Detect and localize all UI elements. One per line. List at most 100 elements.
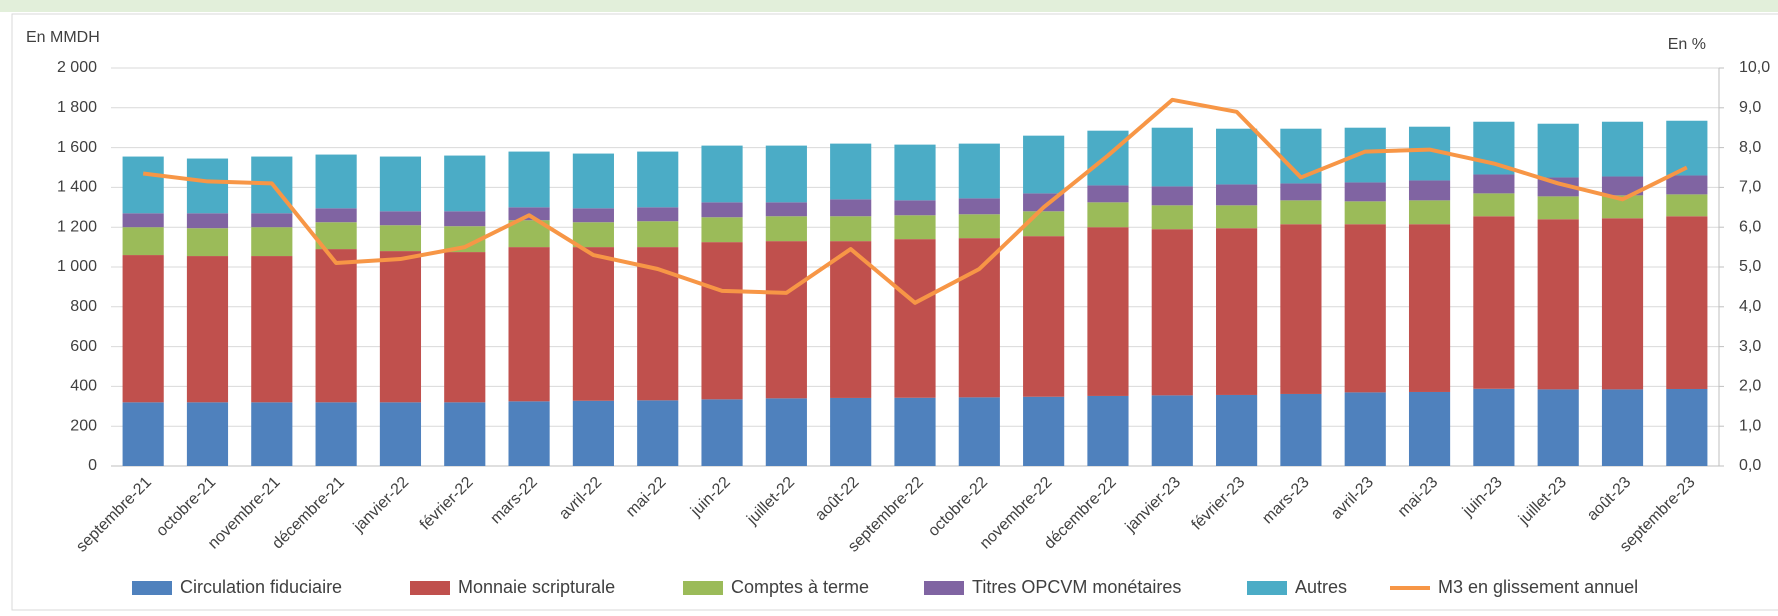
bar-segment [1601,389,1644,466]
bar-segment [1280,128,1322,184]
x-tick-label: juillet-22 [743,474,798,529]
bar-segment [701,145,743,203]
x-tick-label: octobre-21 [153,474,219,540]
bar-segment [1666,194,1708,217]
y-tick-label: 1 200 [57,218,97,235]
y2-tick-label: 8,0 [1739,139,1761,156]
bar-segment [1537,123,1579,178]
bar-segment [251,213,293,228]
x-tick-label: juillet-23 [1515,474,1570,529]
bar-segment [1344,182,1386,202]
bar-segment [379,251,422,403]
legend-label: Circulation fiduciaire [180,577,342,597]
x-tick-label: août-23 [1584,474,1634,524]
bar-segment [1023,236,1065,397]
y-tick-label: 800 [70,298,97,315]
x-tick-label: août-22 [812,474,862,524]
bar-segment [701,202,743,218]
bar-segment [830,199,872,217]
bar-segment [315,402,357,466]
bar-segment [186,158,229,214]
bar-segment [1537,389,1579,466]
bar-segment [1151,127,1193,187]
legend-label: Comptes à terme [731,577,869,597]
bar-segment [1601,218,1644,390]
bar-segment [1666,388,1708,466]
bar-segment [379,156,422,212]
bar-segment [1087,202,1129,228]
y-tick-label: 2 000 [57,59,97,76]
bar-segment [444,252,486,403]
bar-segment [1537,196,1579,220]
bar-segment [251,402,293,466]
y-tick-label: 0 [88,457,97,474]
bar-segment [122,402,164,466]
bar-segment [1537,219,1579,390]
bar-segment [1473,174,1515,194]
legend-label: Monnaie scripturale [458,577,615,597]
bar-segment [508,401,550,466]
x-tick-label: mai-22 [623,474,670,521]
bar-segment [958,238,1000,398]
bar-segment [186,213,229,229]
bar-segment [830,216,872,242]
bar-segment [1151,395,1193,466]
bar-segment [765,241,807,399]
bar-segment [1666,216,1708,389]
bar-segment [444,211,486,227]
bar-segment [637,151,679,208]
bar-segment [1216,394,1258,466]
bar-segment [894,397,936,466]
bar-segment [122,156,164,214]
y2-tick-label: 10,0 [1739,59,1770,76]
bar-segment [637,400,679,466]
x-tick-label: septembre-21 [73,474,155,556]
legend-swatch [683,581,723,595]
bar-segment [1473,216,1515,389]
bar-segment [315,208,357,223]
bar-segment [1280,224,1322,394]
y-tick-label: 1 400 [57,179,97,196]
bar-segment [765,398,807,466]
bar-segment [315,249,357,403]
bar-segment [1280,200,1322,225]
bar-segment [508,151,550,208]
bar-segment [444,155,486,212]
bar-segment [637,207,679,222]
bar-segment [1473,193,1515,217]
bar-segment [1408,224,1451,392]
y2-tick-label: 7,0 [1739,179,1761,196]
chart-border [11,13,1778,611]
bar-segment [958,397,1000,466]
y-tick-label: 1 600 [57,139,97,156]
bar-segment [122,227,164,256]
bar-segment [958,198,1000,215]
x-tick-label: juin-23 [1459,474,1506,521]
bar-segment [186,256,229,403]
y-tick-label: 600 [70,338,97,355]
bar-segment [1023,396,1065,466]
bar-segment [1216,184,1258,206]
bar-segment [1087,395,1129,466]
bar-segment [1280,393,1322,466]
bar-segment [1151,186,1193,206]
bar-segment [1408,180,1451,201]
y2-tick-label: 3,0 [1739,338,1761,355]
bar-segment [701,242,743,400]
bar-segment [572,400,614,466]
bar-segment [830,241,872,398]
bar-segment [379,225,422,252]
line-series [142,97,1688,305]
bar-segment [830,397,872,466]
x-tick-label: janvier-23 [1122,474,1184,536]
bar-segment [1408,200,1451,225]
legend-swatch [132,581,172,595]
bar-segment [765,216,807,242]
bar-segment [379,211,422,226]
bar-segment [701,217,743,243]
x-tick-label: avril-23 [1328,474,1377,523]
x-tick-label: février-23 [1189,474,1249,534]
bar-segment [251,227,293,257]
x-tick-label: février-22 [417,474,477,534]
bar-segment [1023,135,1065,194]
